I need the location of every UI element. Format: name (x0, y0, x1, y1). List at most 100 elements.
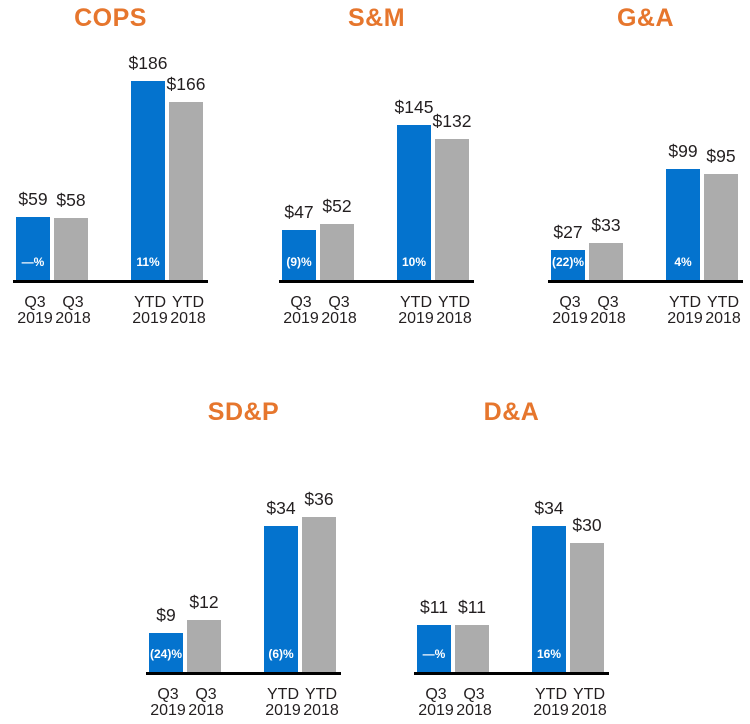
category-line1: YTD (400, 294, 432, 311)
category-line1: YTD (707, 294, 739, 311)
category-label-ytd-2018: YTD 2018 (424, 295, 484, 326)
category-label-q3-2018: Q3 2018 (578, 295, 638, 326)
value-label-ytd-2018: $30 (572, 515, 602, 535)
pct-label-q3-2019: —% (21, 255, 45, 269)
category-line1: YTD (669, 294, 701, 311)
value-label-ytd-2018: $132 (432, 111, 472, 131)
bar-q3-2018 (320, 224, 354, 280)
bar-ytd-2018 (169, 102, 203, 280)
bar-q3-2018 (187, 620, 221, 672)
value-label-q3-2019: $47 (284, 202, 314, 222)
value-label-ytd-2019: $34 (266, 498, 296, 518)
chart-title-ga: G&A (616, 4, 675, 32)
value-label-q3-2018: $52 (322, 196, 352, 216)
chart-cops: COPS —% $59 $58 11% $186 $166 Q3 2019 Q3 2018 YTD… (13, 0, 208, 724)
value-label-q3-2019: $11 (420, 597, 448, 617)
category-label-ytd-2019: YTD 2019 (386, 295, 446, 326)
plot-area: —% $59 $58 11% $186 $166 (13, 53, 208, 283)
value-label-q3-2018: $11 (458, 597, 486, 617)
category-label-q3-2019: Q3 2019 (271, 295, 331, 326)
chart-sdp: SD&P (24)% $9 $12 (6)% $34 $36 Q3 2019 Q3 2018 YT… (146, 0, 341, 724)
bar-ytd-2018 (302, 517, 336, 672)
category-label-q3-2019: Q3 2019 (540, 295, 600, 326)
pct-label-ytd-2019: 11% (136, 255, 160, 269)
category-line2: 2018 (303, 701, 339, 719)
category-line2: 2019 (533, 701, 569, 719)
plot-area: (22)% $27 $33 4% $99 $95 (548, 76, 743, 283)
value-label-ytd-2019: $34 (534, 498, 564, 518)
category-label-ytd-2019: YTD 2019 (521, 687, 581, 718)
value-label-q3-2018: $33 (591, 215, 621, 235)
category-line2: 2018 (321, 309, 357, 327)
category-line1: YTD (305, 686, 337, 703)
category-line1: Q3 (157, 686, 179, 703)
value-label-ytd-2018: $95 (706, 146, 736, 166)
category-line1: Q3 (62, 294, 84, 311)
chart-title-cops: COPS (74, 4, 147, 32)
category-line1: Q3 (559, 294, 581, 311)
chart-da: D&A —% $11 $11 16% $34 $30 Q3 2019 Q3 2018 YTD 201… (414, 0, 609, 724)
bar-q3-2019: (9)% (282, 230, 316, 280)
bar-ytd-2019: 4% (666, 169, 700, 280)
chart-sm: S&M (9)% $47 $52 10% $145 $132 Q3 2019 Q3 2018 YT… (279, 0, 474, 724)
pct-label-ytd-2019: 4% (674, 255, 692, 269)
x-axis-line (13, 280, 208, 283)
category-line2: 2018 (55, 309, 91, 327)
category-label-ytd-2019: YTD 2019 (655, 295, 715, 326)
value-label-ytd-2019: $145 (394, 97, 434, 117)
category-line2: 2018 (590, 309, 626, 327)
bar-q3-2019: (24)% (149, 633, 183, 672)
category-line2: 2019 (265, 701, 301, 719)
pct-label-ytd-2019: (6)% (268, 647, 294, 661)
category-line1: YTD (535, 686, 567, 703)
category-line2: 2019 (150, 701, 186, 719)
value-label-ytd-2018: $166 (166, 74, 206, 94)
x-axis-line (146, 672, 341, 675)
pct-label-q3-2019: (24)% (149, 647, 182, 661)
category-line1: Q3 (463, 686, 485, 703)
value-label-ytd-2019: $186 (128, 53, 168, 73)
bar-ytd-2019: 16% (532, 526, 566, 672)
value-label-ytd-2019: $99 (668, 141, 698, 161)
category-labels: Q3 2019 Q3 2018 YTD 2019 YTD 2018 (279, 295, 474, 329)
bar-ytd-2018 (704, 174, 738, 280)
x-axis-line (279, 280, 474, 283)
category-label-q3-2018: Q3 2018 (176, 687, 236, 718)
x-axis-line (414, 672, 609, 675)
pct-label-q3-2019: (9)% (286, 255, 312, 269)
category-line2: 2019 (17, 309, 53, 327)
category-label-ytd-2018: YTD 2018 (693, 295, 750, 326)
bar-q3-2018 (589, 243, 623, 280)
plot-area: (9)% $47 $52 10% $145 $132 (279, 76, 474, 283)
category-line1: YTD (172, 294, 204, 311)
bar-q3-2019: —% (417, 625, 451, 672)
category-line2: 2018 (705, 309, 741, 327)
x-axis-line (548, 280, 743, 283)
category-line2: 2019 (398, 309, 434, 327)
category-line1: Q3 (24, 294, 46, 311)
category-label-q3-2019: Q3 2019 (138, 687, 198, 718)
chart-title-sm: S&M (347, 4, 406, 32)
category-line2: 2018 (170, 309, 206, 327)
category-label-ytd-2018: YTD 2018 (158, 295, 218, 326)
category-label-q3-2018: Q3 2018 (309, 295, 369, 326)
value-label-q3-2019: $27 (553, 222, 583, 242)
category-label-q3-2019: Q3 2019 (406, 687, 466, 718)
category-label-q3-2019: Q3 2019 (5, 295, 65, 326)
plot-area: —% $11 $11 16% $34 $30 (414, 498, 609, 675)
bar-ytd-2018 (435, 139, 469, 280)
category-line2: 2019 (418, 701, 454, 719)
category-line1: Q3 (597, 294, 619, 311)
value-label-ytd-2018: $36 (304, 489, 334, 509)
category-line1: YTD (438, 294, 470, 311)
bar-q3-2019: —% (16, 217, 50, 280)
category-line2: 2019 (283, 309, 319, 327)
bar-q3-2019: (22)% (551, 250, 585, 280)
category-label-ytd-2018: YTD 2018 (559, 687, 619, 718)
plot-area: (24)% $9 $12 (6)% $34 $36 (146, 489, 341, 675)
category-labels: Q3 2019 Q3 2018 YTD 2019 YTD 2018 (146, 687, 341, 721)
category-labels: Q3 2019 Q3 2018 YTD 2019 YTD 2018 (548, 295, 743, 329)
pct-label-q3-2019: (22)% (551, 255, 584, 269)
chart-title-da: D&A (483, 398, 540, 426)
